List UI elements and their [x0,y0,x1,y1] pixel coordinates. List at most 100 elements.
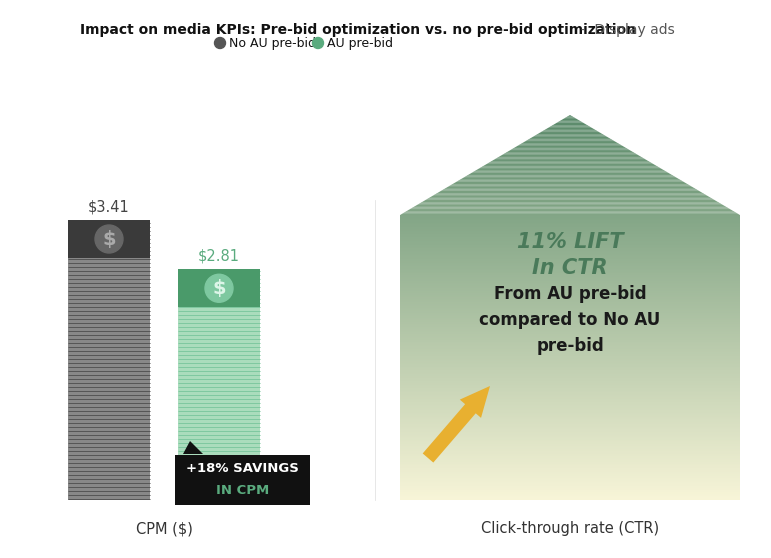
Polygon shape [459,179,682,180]
Polygon shape [400,426,740,427]
Polygon shape [400,217,740,218]
Polygon shape [400,301,740,302]
Text: $: $ [212,279,226,298]
Polygon shape [400,343,740,345]
Polygon shape [554,123,585,124]
Polygon shape [400,465,740,466]
Polygon shape [400,318,740,319]
Polygon shape [509,150,631,151]
Polygon shape [400,482,740,483]
Polygon shape [400,299,740,300]
Polygon shape [400,214,740,215]
Circle shape [205,275,233,302]
Polygon shape [400,406,740,407]
Polygon shape [400,436,740,437]
Polygon shape [404,211,736,213]
Polygon shape [504,152,635,153]
Polygon shape [400,445,740,446]
Polygon shape [400,454,740,455]
Polygon shape [450,184,690,186]
Polygon shape [400,320,740,321]
Polygon shape [400,253,740,255]
Polygon shape [400,477,740,478]
Polygon shape [507,151,633,152]
Polygon shape [400,304,740,305]
Polygon shape [402,213,738,214]
Polygon shape [400,466,740,468]
Polygon shape [567,115,572,116]
Polygon shape [400,235,740,237]
Polygon shape [400,338,740,340]
Polygon shape [183,441,203,454]
Polygon shape [400,346,740,347]
Polygon shape [400,374,740,376]
Polygon shape [400,251,740,252]
Polygon shape [490,161,651,162]
Text: No AU pre-bid: No AU pre-bid [229,36,316,50]
Text: Click-through rate (CTR): Click-through rate (CTR) [481,521,659,536]
Polygon shape [400,401,740,402]
Text: CPM ($): CPM ($) [136,521,193,536]
Polygon shape [557,122,583,123]
Polygon shape [400,345,740,346]
Polygon shape [400,279,740,281]
Polygon shape [400,461,740,463]
Polygon shape [400,420,740,422]
Polygon shape [400,309,740,310]
Polygon shape [400,424,740,426]
Polygon shape [400,215,740,217]
Polygon shape [530,137,609,138]
Polygon shape [480,166,659,167]
Polygon shape [400,404,740,405]
Polygon shape [400,414,740,415]
Polygon shape [564,118,577,119]
Polygon shape [406,210,734,211]
Text: Impact on media KPIs: Pre-bid optimization vs. no pre-bid optimization: Impact on media KPIs: Pre-bid optimizati… [80,23,636,37]
Polygon shape [400,287,740,288]
Polygon shape [527,140,614,141]
Polygon shape [400,469,740,470]
Polygon shape [400,248,740,250]
Polygon shape [400,444,740,445]
Polygon shape [400,368,740,369]
Polygon shape [400,237,740,238]
Polygon shape [400,474,740,475]
Polygon shape [437,192,703,193]
Polygon shape [409,209,732,210]
Polygon shape [400,415,740,417]
Polygon shape [400,259,740,260]
Polygon shape [430,196,709,197]
Polygon shape [400,490,740,491]
Polygon shape [400,372,740,373]
Polygon shape [400,395,740,396]
Polygon shape [400,274,740,276]
Polygon shape [400,379,740,381]
Polygon shape [400,389,740,391]
Polygon shape [400,261,740,263]
Polygon shape [400,453,740,454]
Text: 11% LIFT: 11% LIFT [517,232,623,252]
Circle shape [214,37,225,49]
Polygon shape [400,446,740,448]
Polygon shape [400,432,740,433]
Circle shape [312,37,324,49]
Polygon shape [400,257,740,259]
Polygon shape [400,405,740,406]
Polygon shape [452,183,688,184]
Polygon shape [400,439,740,440]
Polygon shape [400,342,740,343]
Polygon shape [400,218,740,219]
Polygon shape [400,407,740,409]
Polygon shape [540,132,601,133]
Polygon shape [400,312,740,314]
Polygon shape [400,353,740,354]
Polygon shape [400,455,740,456]
Polygon shape [400,363,740,364]
Polygon shape [474,170,666,171]
Polygon shape [400,330,740,332]
Polygon shape [400,260,740,261]
Polygon shape [400,294,740,295]
Polygon shape [400,321,740,323]
Polygon shape [400,360,740,362]
Polygon shape [400,484,740,486]
